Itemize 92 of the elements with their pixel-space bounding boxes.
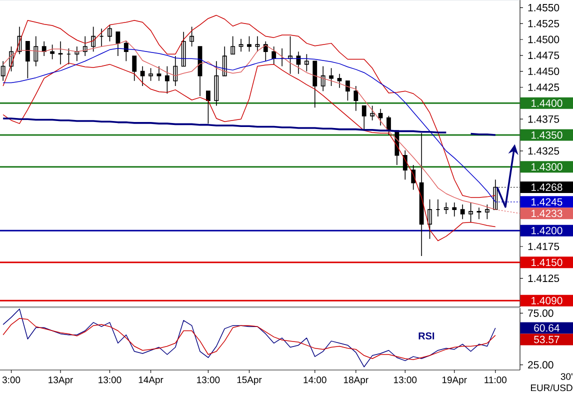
y-tick-label: 1.4425 [528, 84, 560, 91]
candlestick [402, 150, 408, 180]
candlestick [354, 86, 358, 112]
candlestick [206, 90, 210, 124]
x-tick-label: 14:00 [304, 376, 326, 384]
text: EUR/USD [530, 384, 572, 392]
series-label: RSI [418, 332, 434, 340]
candlestick [247, 36, 252, 52]
candlestick [476, 207, 482, 220]
candlestick [58, 41, 63, 65]
candlestick [156, 66, 162, 82]
candlestick [66, 48, 71, 65]
candlestick [255, 36, 260, 52]
y-tick-label: 1.4375 [528, 115, 560, 123]
data-label: 1.4245 [532, 198, 562, 206]
candlestick [99, 28, 104, 47]
ref-line-label: 1.4090 [532, 296, 562, 304]
y-tick-label: 1.4550 [528, 4, 560, 12]
candlestick [25, 41, 30, 79]
candlestick [238, 38, 244, 52]
candlestick [222, 46, 227, 76]
ref-line-label: 1.4350 [532, 131, 562, 139]
ref-line-label: 1.4200 [532, 226, 562, 234]
candlestick [484, 204, 490, 220]
y-tick-label: 1.4175 [528, 242, 560, 250]
x-tick-label: 3:00 [2, 376, 20, 384]
candlestick [337, 73, 342, 88]
candlestick [345, 80, 350, 102]
candlestick [444, 202, 448, 214]
candlestick [190, 26, 194, 47]
candlestick [378, 108, 383, 126]
candlestick [148, 68, 153, 82]
text: 60.64 [534, 324, 560, 332]
candlestick [91, 26, 96, 52]
candlestick [164, 66, 170, 94]
candlestick [230, 36, 236, 55]
x-tick-label: 11:00 [484, 376, 507, 384]
candlestick [82, 36, 88, 56]
candlestick [362, 105, 366, 131]
candlestick [108, 24, 112, 42]
y-tick-label: 1.4525 [528, 20, 560, 28]
candlestick [370, 105, 375, 121]
text: 1.4268 [532, 184, 562, 191]
candlestick [173, 56, 178, 86]
candlestick [304, 54, 309, 72]
candlestick [419, 132, 424, 256]
candlestick [436, 198, 440, 217]
x-tick-label: 14Apr [138, 376, 164, 385]
line-series [2, 308, 496, 368]
candlestick [320, 66, 326, 92]
y-tick-label: 25.00 [528, 361, 554, 369]
x-tick-label: 13:00 [197, 376, 220, 384]
candlestick [452, 202, 457, 217]
candlestick [74, 46, 80, 62]
x-tick-label: 13:00 [98, 376, 122, 384]
x-tick-label: 15Apr [237, 376, 262, 385]
y-tick-label: 1.4475 [528, 52, 560, 60]
candlestick [272, 46, 276, 65]
text: 53.57 [534, 336, 560, 344]
x-tick-label: 13:00 [394, 376, 417, 384]
candlestick [460, 204, 465, 220]
y-tick-label: 1.4500 [528, 36, 560, 44]
ref-line-label: 1.4150 [532, 258, 562, 266]
candlestick [42, 41, 46, 56]
candlestick [296, 51, 301, 74]
candlestick [34, 36, 38, 67]
y-tick-label: 75.00 [528, 309, 554, 317]
y-tick-label: 1.4125 [528, 274, 560, 282]
candlestick [312, 60, 318, 108]
data-label: 1.4233 [532, 210, 562, 218]
y-tick-label: 1.4450 [528, 68, 560, 76]
x-tick-label: 18Apr [344, 376, 368, 386]
candlestick [50, 44, 55, 60]
ref-line-label: 1.4400 [532, 99, 562, 107]
ref-line-label: 1.4300 [532, 163, 562, 171]
candlestick [263, 41, 268, 62]
line-series [2, 62, 496, 242]
text: 30' [560, 373, 572, 380]
candlestick [132, 56, 137, 82]
candlestick [280, 48, 284, 67]
candlestick [214, 60, 219, 106]
x-tick-label: 19Apr [442, 376, 467, 386]
candlestick [116, 31, 120, 56]
candlestick [181, 31, 186, 67]
candlestick [288, 36, 292, 74]
candlestick [329, 68, 334, 86]
candlestick [140, 66, 145, 86]
candlestick [468, 202, 473, 223]
candlestick [0, 60, 6, 82]
x-tick-label: 13Apr [48, 376, 73, 386]
y-tick-label: 1.4325 [528, 147, 560, 155]
candlestick [428, 198, 432, 240]
